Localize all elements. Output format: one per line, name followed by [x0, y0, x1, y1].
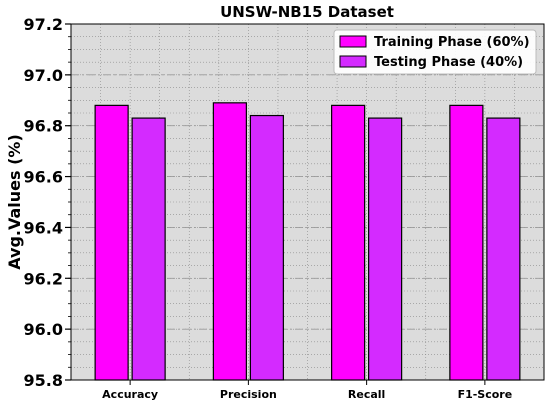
x-axis: Accuracy Precision Recall F1-Score [102, 380, 512, 401]
bars-group [94, 102, 521, 381]
bar-training [449, 104, 484, 381]
bar-training [331, 104, 366, 381]
legend-box [333, 29, 537, 75]
legend-swatch [339, 35, 367, 48]
x-tick-label: F1-Score [458, 388, 513, 401]
y-tick-label: 95.8 [24, 371, 63, 390]
legend-label: Training Phase (60%) [374, 35, 530, 50]
legend-label: Testing Phase (40%) [374, 55, 523, 70]
y-tick-label: 97.0 [24, 66, 63, 85]
y-tick-label: 96.4 [24, 218, 63, 237]
y-tick-label: 96.8 [24, 117, 63, 136]
y-tick-label: 96.2 [24, 269, 63, 288]
y-tick-label: 96.0 [24, 320, 63, 339]
bar-testing [486, 117, 521, 381]
y-tick-label: 96.6 [24, 168, 63, 187]
bar-testing [131, 117, 166, 381]
bar-training [212, 102, 247, 381]
legend: Training Phase (60%) Testing Phase (40%) [333, 29, 537, 75]
bar-testing [249, 114, 284, 381]
x-tick-label: Precision [220, 388, 277, 401]
y-tick-label: 97.2 [24, 15, 63, 34]
y-axis: 95.8 96.0 96.2 96.4 96.6 96.8 97.0 97.2 [24, 15, 71, 390]
y-axis-label: Avg.Values (%) [5, 134, 24, 270]
bar-testing [368, 117, 403, 381]
legend-swatch [339, 55, 367, 68]
x-tick-label: Recall [348, 388, 385, 401]
x-tick-label: Accuracy [102, 388, 158, 401]
bar-training [94, 104, 129, 381]
chart-title: UNSW-NB15 Dataset [220, 3, 394, 21]
